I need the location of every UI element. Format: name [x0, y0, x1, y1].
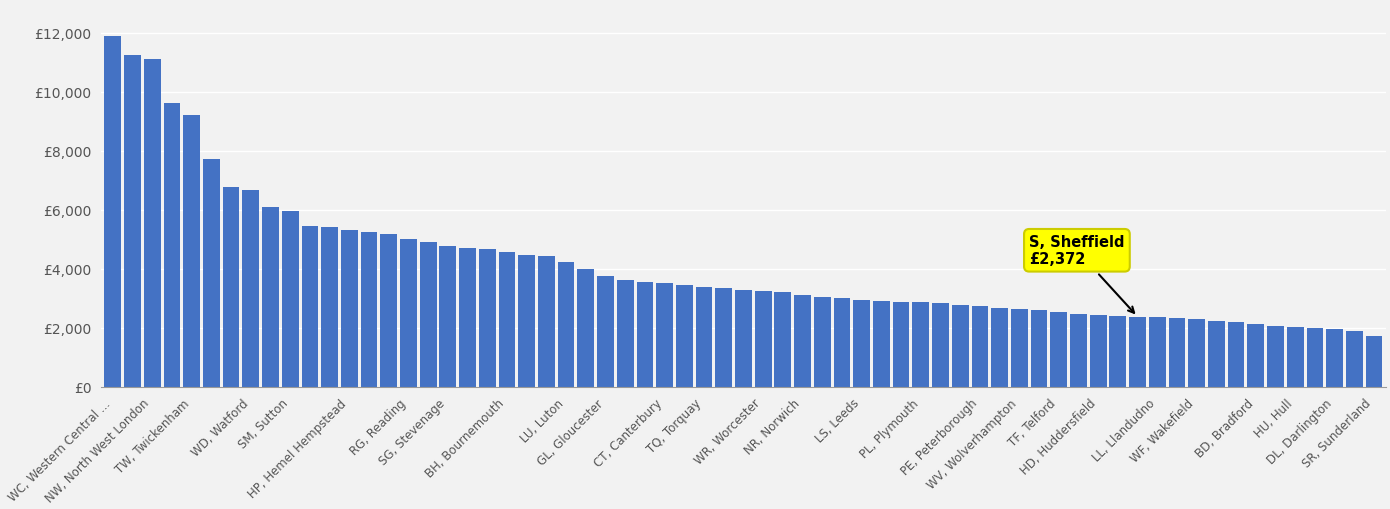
Bar — [321, 228, 338, 387]
Bar — [459, 248, 475, 387]
Bar — [1109, 316, 1126, 387]
Bar — [892, 302, 909, 387]
Bar — [242, 191, 259, 387]
Bar — [183, 116, 200, 387]
Bar — [834, 299, 851, 387]
Bar — [1129, 317, 1145, 387]
Bar — [1346, 331, 1362, 387]
Bar — [145, 60, 161, 387]
Bar — [360, 233, 378, 387]
Bar — [1070, 314, 1087, 387]
Bar — [1247, 324, 1264, 387]
Bar — [222, 188, 239, 387]
Bar — [203, 160, 220, 387]
Bar — [263, 207, 279, 387]
Bar — [1307, 328, 1323, 387]
Bar — [676, 285, 692, 387]
Bar — [656, 284, 673, 387]
Bar — [341, 231, 357, 387]
Bar — [1051, 313, 1068, 387]
Bar — [1188, 320, 1205, 387]
Bar — [952, 305, 969, 387]
Bar — [815, 298, 831, 387]
Bar — [755, 291, 771, 387]
Bar — [1227, 323, 1244, 387]
Bar — [302, 227, 318, 387]
Bar — [381, 234, 398, 387]
Text: S, Sheffield
£2,372: S, Sheffield £2,372 — [1029, 235, 1134, 313]
Bar — [1365, 336, 1383, 387]
Bar — [538, 257, 555, 387]
Bar — [1208, 321, 1225, 387]
Bar — [518, 255, 535, 387]
Bar — [420, 243, 436, 387]
Bar — [439, 246, 456, 387]
Bar — [1011, 309, 1027, 387]
Bar — [104, 37, 121, 387]
Bar — [282, 212, 299, 387]
Bar — [873, 301, 890, 387]
Bar — [124, 55, 140, 387]
Bar — [1030, 311, 1048, 387]
Bar — [598, 276, 614, 387]
Bar — [716, 289, 733, 387]
Bar — [577, 270, 594, 387]
Bar — [1090, 315, 1106, 387]
Bar — [400, 240, 417, 387]
Bar — [1326, 330, 1343, 387]
Bar — [774, 293, 791, 387]
Bar — [617, 281, 634, 387]
Bar — [637, 282, 653, 387]
Bar — [480, 250, 496, 387]
Bar — [912, 303, 929, 387]
Bar — [933, 304, 949, 387]
Bar — [991, 308, 1008, 387]
Bar — [853, 300, 870, 387]
Bar — [735, 290, 752, 387]
Bar — [794, 296, 810, 387]
Bar — [164, 104, 181, 387]
Bar — [1268, 326, 1284, 387]
Bar — [1169, 318, 1186, 387]
Bar — [557, 263, 574, 387]
Bar — [695, 287, 713, 387]
Bar — [1287, 328, 1304, 387]
Bar — [499, 252, 516, 387]
Bar — [972, 307, 988, 387]
Bar — [1150, 318, 1166, 387]
